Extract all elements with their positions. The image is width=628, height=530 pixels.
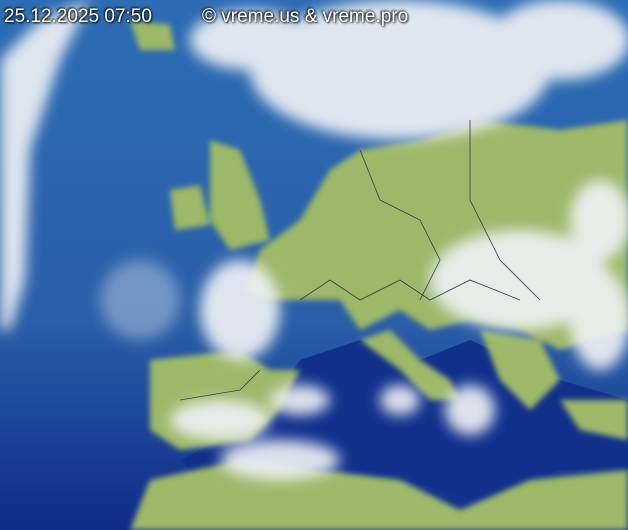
timestamp: 25.12.2025 07:50 [4,6,152,27]
country-borders [179,120,541,401]
clouds [0,0,628,480]
copyright-text: © vreme.us & vreme.pro [202,6,409,27]
